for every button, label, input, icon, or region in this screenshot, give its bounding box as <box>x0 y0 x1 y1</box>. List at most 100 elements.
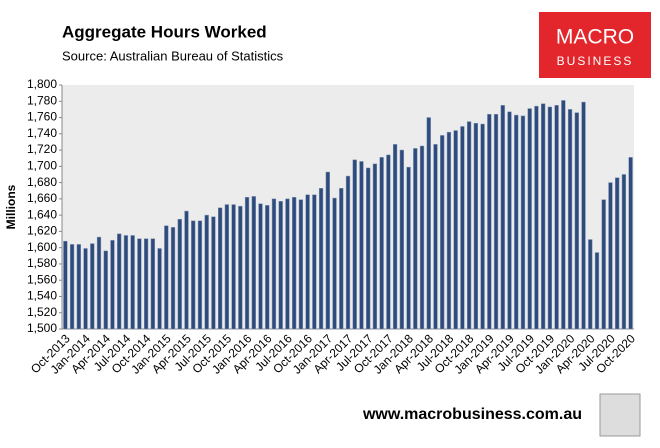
bar <box>211 216 216 330</box>
y-tick-label: 1,640 <box>27 207 57 221</box>
bar <box>547 106 553 330</box>
bar <box>184 210 189 330</box>
bar <box>487 114 492 330</box>
bar <box>419 145 425 330</box>
bar <box>96 236 102 330</box>
bar <box>514 114 519 330</box>
bar <box>359 161 364 330</box>
bar <box>345 175 351 330</box>
bar <box>561 100 566 330</box>
bar <box>218 207 223 330</box>
y-tick-label: 1,740 <box>27 126 57 140</box>
bar <box>460 126 465 330</box>
bar <box>271 198 277 330</box>
logo-text: MACRO <box>556 26 634 49</box>
y-tick-label: 1,680 <box>27 175 57 189</box>
y-tick-label: 1,780 <box>27 93 57 107</box>
bar <box>318 188 324 330</box>
logo <box>539 12 651 78</box>
y-tick-label: 1,800 <box>27 77 57 91</box>
bar <box>83 248 88 330</box>
bar <box>312 194 317 330</box>
bar <box>177 218 182 330</box>
bar <box>554 105 559 330</box>
bar <box>137 238 142 330</box>
bar <box>339 188 344 330</box>
bar <box>588 239 593 330</box>
y-axis-title: Millions <box>4 184 18 229</box>
bar <box>372 163 378 330</box>
bar <box>143 238 149 330</box>
bar <box>224 204 230 330</box>
y-tick-label: 1,700 <box>27 159 57 173</box>
bar <box>69 244 75 330</box>
bar <box>164 225 169 330</box>
bar <box>332 197 337 330</box>
bar <box>251 196 256 330</box>
bar <box>352 159 357 330</box>
bar <box>204 214 209 330</box>
logo-text: BUSINESS <box>557 54 634 68</box>
bar <box>406 166 411 330</box>
bar <box>298 199 304 330</box>
bar <box>500 105 505 330</box>
bar <box>386 154 391 330</box>
bar <box>413 148 418 330</box>
bar <box>76 244 81 330</box>
y-tick-label: 1,760 <box>27 110 57 124</box>
bar <box>90 243 95 330</box>
y-tick-label: 1,500 <box>27 321 57 335</box>
bar <box>258 203 263 330</box>
bar <box>581 101 586 330</box>
bar <box>244 196 250 330</box>
chart-title: Aggregate Hours Worked <box>62 22 267 41</box>
bar <box>493 114 499 330</box>
bar <box>453 130 458 330</box>
bar <box>601 199 606 330</box>
bar <box>238 205 243 330</box>
y-tick-label: 1,720 <box>27 142 57 156</box>
bar <box>130 235 135 330</box>
y-tick-label: 1,520 <box>27 305 57 319</box>
bar <box>426 117 431 330</box>
bar <box>63 240 68 330</box>
chart-subtitle: Source: Australian Bureau of Statistics <box>62 48 284 63</box>
bar <box>123 235 129 330</box>
bar <box>150 238 155 330</box>
y-tick-label: 1,580 <box>27 256 57 270</box>
bar <box>191 220 196 330</box>
bar <box>527 108 532 330</box>
bar <box>292 196 297 330</box>
bar <box>440 135 445 330</box>
bar <box>399 149 404 330</box>
y-tick-label: 1,660 <box>27 191 57 205</box>
bar <box>628 157 633 330</box>
bar <box>534 105 539 330</box>
bar <box>507 111 512 330</box>
bar <box>110 240 115 330</box>
y-tick-label: 1,620 <box>27 224 57 238</box>
bar <box>117 233 122 330</box>
bar <box>574 112 579 330</box>
footer: www.macrobusiness.com.au <box>362 406 582 423</box>
bar <box>480 123 485 330</box>
bar <box>325 171 330 330</box>
bar <box>170 227 176 330</box>
bar <box>446 131 452 330</box>
bar <box>473 122 478 330</box>
bar <box>305 194 310 330</box>
bar <box>157 248 162 330</box>
bar <box>265 205 270 330</box>
bar <box>392 144 398 330</box>
bar <box>285 198 290 330</box>
y-tick-label: 1,560 <box>27 272 57 286</box>
bar <box>608 182 613 330</box>
bar <box>433 144 438 330</box>
bar <box>278 201 283 330</box>
bar <box>231 204 236 330</box>
y-tick-label: 1,600 <box>27 240 57 254</box>
bar <box>466 121 472 330</box>
bar <box>379 157 384 330</box>
bar <box>594 252 600 330</box>
